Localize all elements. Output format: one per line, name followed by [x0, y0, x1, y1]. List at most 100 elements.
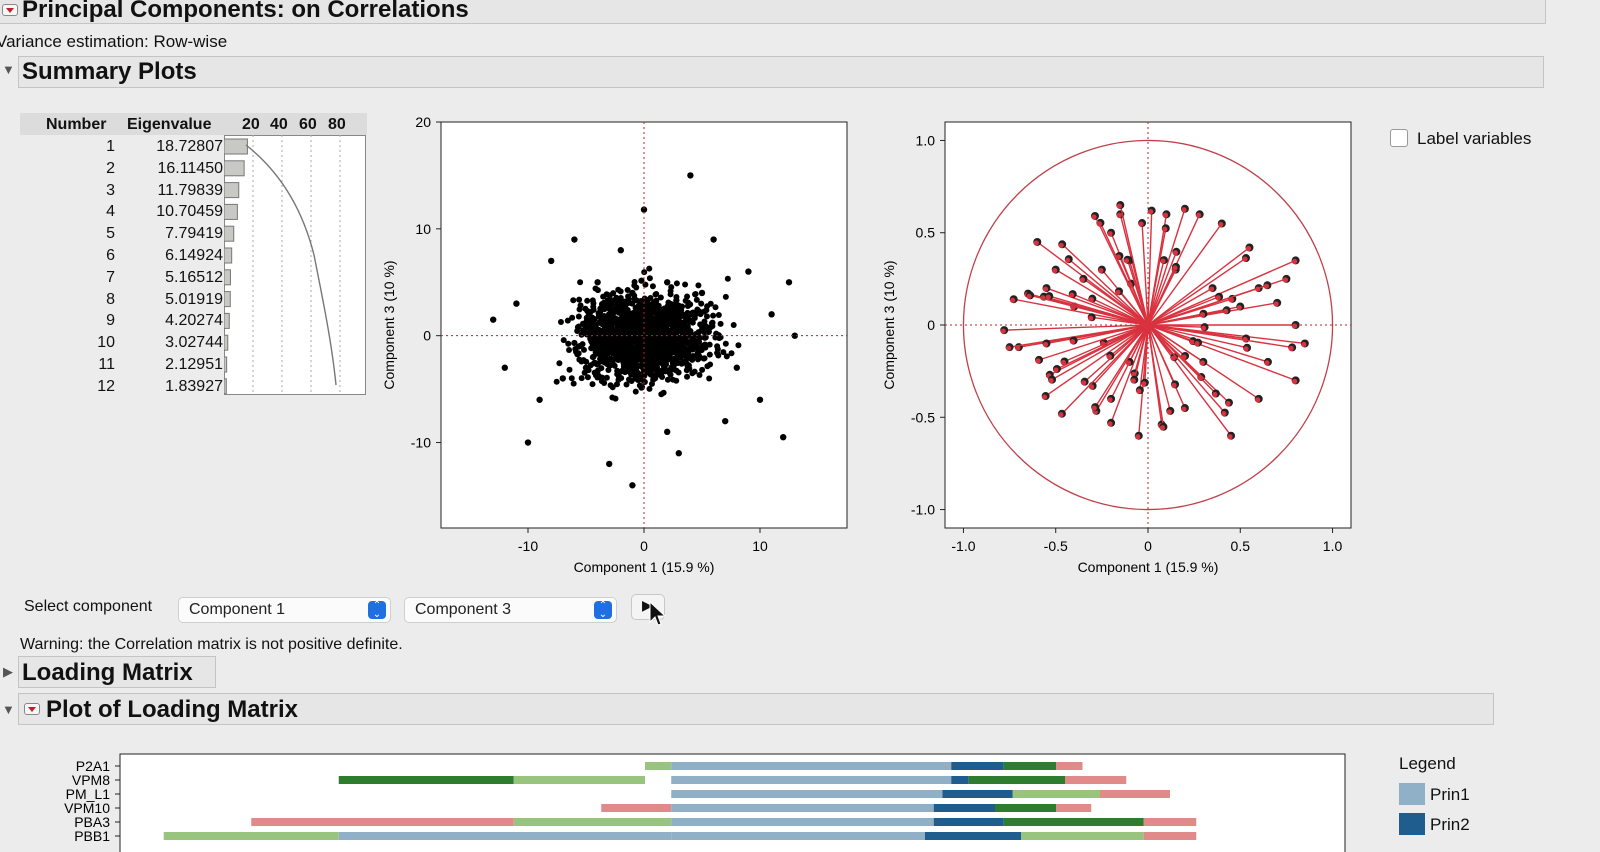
score-point [584, 374, 591, 381]
score-point [603, 344, 610, 351]
arrow-head [1215, 295, 1221, 301]
loading-plot[interactable]: -1.0 -0.5 0 0.5 1.0 -1.0 -0.5 0 0.5 1.0 Component … [878, 110, 1368, 585]
score-point [664, 428, 671, 436]
score-point [600, 293, 607, 300]
score-point [689, 310, 696, 317]
score-point [570, 380, 577, 387]
arrow-head [1242, 256, 1248, 262]
arrow-head [1166, 409, 1172, 415]
arrow-head [1172, 265, 1178, 271]
arrow-head [1070, 338, 1076, 345]
score-point [695, 282, 702, 289]
score-point [641, 372, 648, 379]
score-point [568, 375, 575, 382]
loading-arrow [1147, 324, 1293, 349]
loading-arrow [1126, 259, 1149, 326]
score-point [630, 309, 637, 316]
loading-arrow [1147, 228, 1167, 326]
arrow-head [1079, 277, 1086, 283]
score-point [710, 236, 717, 243]
score-point [625, 349, 632, 356]
score-point [642, 315, 649, 322]
loading-arrow [1051, 324, 1149, 381]
scree-bar [224, 225, 235, 242]
loading-arrow [1147, 324, 1217, 394]
loading-y-tick: -0.5 [911, 409, 935, 425]
score-point [606, 460, 613, 468]
score-point [642, 281, 649, 288]
score-point [648, 347, 655, 354]
eigen-row-number: 7 [106, 268, 115, 286]
score-point [659, 313, 666, 320]
loading-arrow [1029, 294, 1149, 326]
score-point [620, 309, 627, 316]
plot-loading-disclosure-icon[interactable]: ▼ [2, 702, 15, 717]
score-point [632, 375, 639, 382]
report-header [0, 0, 1546, 24]
score-point [589, 338, 596, 345]
score-point [685, 339, 692, 346]
score-point [673, 280, 680, 287]
label-variables-checkbox[interactable] [1390, 129, 1408, 147]
eigen-row-number: 11 [98, 356, 115, 373]
score-point [646, 321, 653, 329]
score-point [663, 344, 670, 351]
score-point [694, 306, 701, 313]
score-y-label: Component 3 (10 %) [381, 260, 397, 389]
summary-disclosure-icon[interactable]: ▼ [2, 62, 15, 77]
score-point [629, 482, 636, 489]
score-point [653, 364, 660, 371]
arrow-head [1208, 286, 1215, 292]
loading-arrow [1055, 269, 1149, 326]
loading-matrix-disclosure-icon[interactable]: ▶ [3, 664, 13, 679]
component-select-1[interactable]: Component 1 ⌃ ⌄ [178, 597, 391, 623]
arrow-head [1107, 397, 1113, 403]
score-point [664, 279, 671, 286]
arrow-head [1010, 297, 1016, 303]
score-point [612, 395, 619, 402]
loading-bar-segment [942, 790, 1013, 798]
component-select-2[interactable]: Component 3 ⌃ ⌄ [404, 597, 617, 623]
score-point [723, 353, 730, 360]
score-point [607, 382, 614, 389]
score-point [566, 346, 573, 353]
plot-loading-menu-icon[interactable] [24, 703, 40, 715]
loading-x-tick: -0.5 [1044, 538, 1068, 554]
score-point [594, 279, 601, 286]
score-point [592, 348, 599, 355]
plot-loading-matrix-header[interactable] [18, 693, 1494, 725]
loading-arrow [1147, 313, 1204, 326]
eigen-row-number: 4 [106, 203, 115, 221]
arrow-head [1098, 268, 1104, 274]
score-point [712, 304, 719, 311]
loading-arrow [1147, 259, 1296, 326]
score-point [643, 344, 650, 351]
select-component-label: Select component [24, 598, 153, 615]
score-point [626, 369, 633, 376]
loading-matrix-header[interactable] [18, 656, 216, 688]
arrow-head [1052, 268, 1058, 274]
eigen-row-number: 5 [106, 225, 115, 243]
score-point [687, 353, 694, 361]
summary-plots-header[interactable] [18, 56, 1544, 88]
score-point [722, 293, 729, 300]
score-point [664, 376, 671, 383]
score-point [683, 313, 690, 320]
scree-tick: 20 [242, 116, 260, 133]
score-point [685, 345, 692, 352]
loading-arrow [1094, 215, 1149, 326]
score-point [674, 333, 681, 340]
label-variables-label[interactable]: Label variables [1417, 129, 1532, 148]
report-menu-icon[interactable] [2, 4, 18, 16]
score-point [606, 329, 613, 336]
score-point [631, 315, 638, 322]
score-point [715, 312, 722, 319]
arrow-head [1194, 341, 1200, 347]
loading-bar-segment [338, 832, 672, 840]
chevron-updown-icon: ⌃ ⌄ [368, 601, 386, 620]
score-point [682, 297, 689, 304]
score-point [632, 338, 639, 345]
arrow-right-icon: ▶ [642, 597, 653, 613]
score-plot[interactable]: -10 0 10 -10 0 10 20 Component 1 (15.9 %) Compon… [378, 110, 858, 585]
